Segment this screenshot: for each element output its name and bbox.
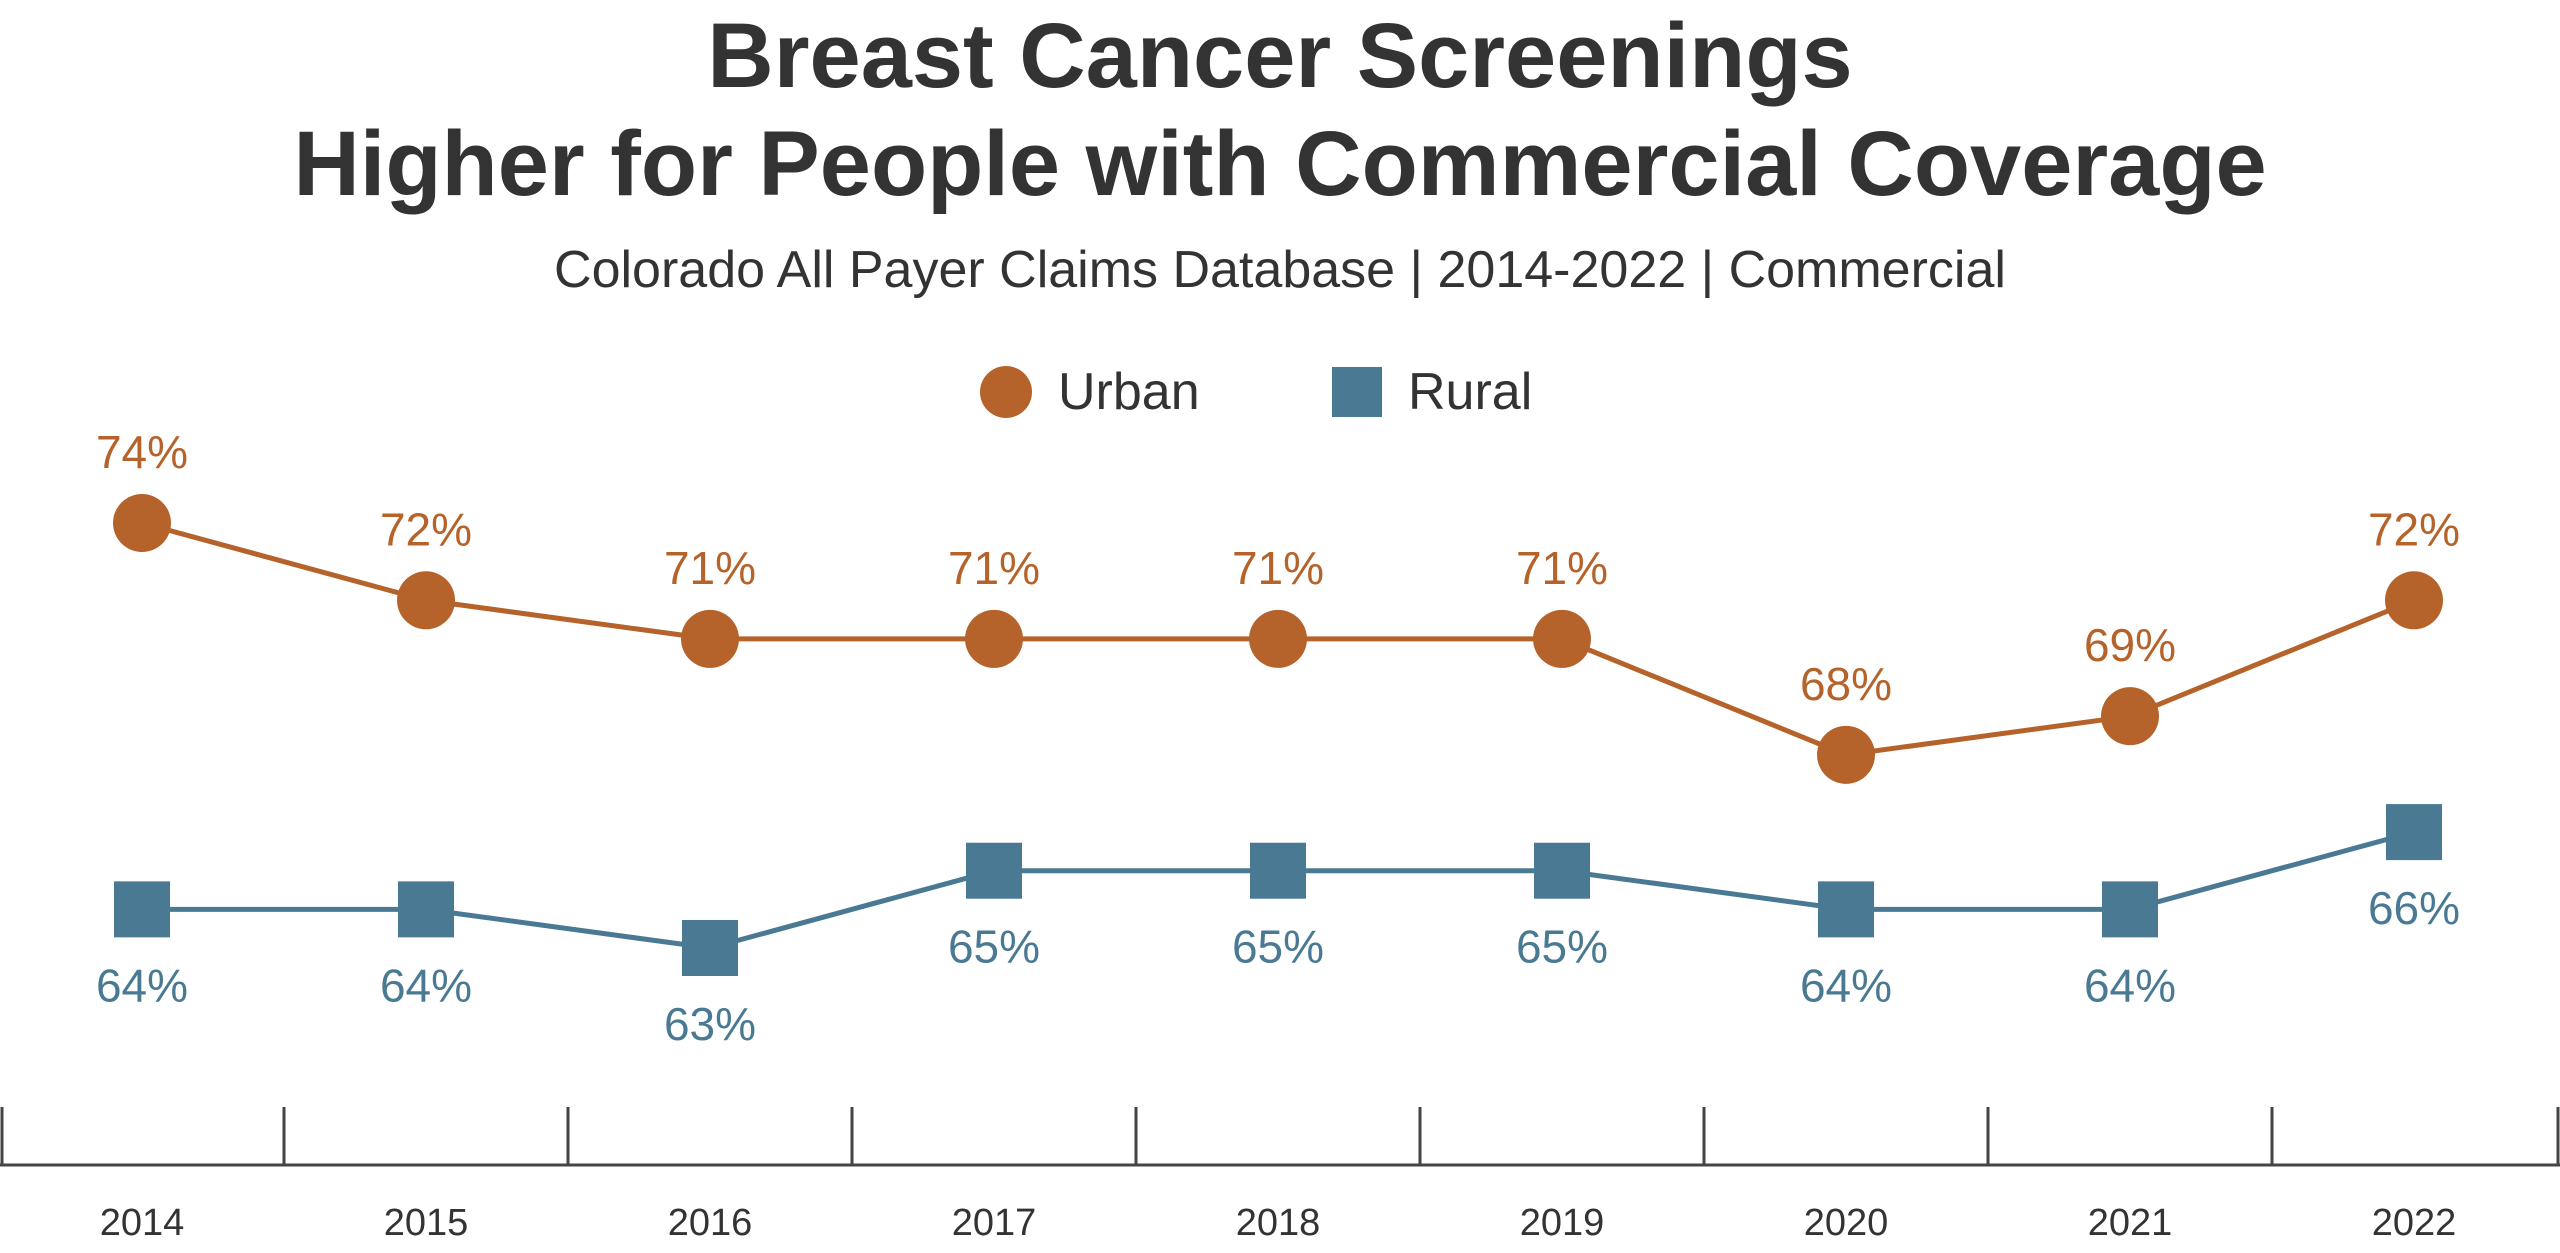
x-tick-label-2021: 2021	[2088, 1202, 2173, 1244]
x-tick-label-2019: 2019	[1520, 1202, 1605, 1244]
x-tick-label-2017: 2017	[952, 1202, 1037, 1244]
data-label-rural-2016: 63%	[664, 998, 756, 1050]
point-rural-2014	[114, 881, 170, 938]
chart-subtitle: Colorado All Payer Claims Database | 201…	[554, 241, 2006, 299]
data-label-urban-2015: 72%	[380, 503, 472, 555]
x-tick-label-2020: 2020	[1804, 1202, 1889, 1244]
point-rural-2016	[682, 920, 738, 976]
legend-label-urban: Urban	[1058, 363, 1200, 421]
point-rural-2018	[1250, 842, 1306, 899]
data-label-rural-2018: 65%	[1232, 921, 1324, 973]
x-tick-label-2016: 2016	[668, 1202, 753, 1244]
data-label-urban-2017: 71%	[948, 542, 1040, 594]
x-tick-label-2022: 2022	[2372, 1202, 2457, 1244]
data-label-rural-2019: 65%	[1516, 921, 1608, 973]
point-urban-2020	[1817, 725, 1875, 784]
data-label-rural-2022: 66%	[2368, 882, 2460, 934]
chart-title-line-2: Higher for People with Commercial Covera…	[293, 113, 2267, 215]
chart-title-line-1: Breast Cancer Screenings	[707, 5, 1853, 107]
point-rural-2020	[1818, 881, 1874, 938]
point-urban-2016	[681, 609, 739, 668]
x-tick-label-2018: 2018	[1236, 1202, 1321, 1244]
legend-item-rural: Rural	[1332, 362, 1532, 422]
point-rural-2015	[398, 881, 454, 938]
point-urban-2022	[2385, 571, 2443, 630]
point-rural-2021	[2102, 881, 2158, 938]
data-label-urban-2020: 68%	[1800, 658, 1892, 710]
data-label-urban-2014: 74%	[96, 426, 188, 478]
data-label-rural-2014: 64%	[96, 959, 188, 1011]
x-tick-label-2015: 2015	[384, 1202, 469, 1244]
data-label-urban-2021: 69%	[2084, 619, 2176, 671]
data-label-rural-2015: 64%	[380, 959, 472, 1011]
data-label-urban-2019: 71%	[1516, 542, 1608, 594]
point-rural-2022	[2386, 804, 2442, 861]
legend-item-urban: Urban	[980, 362, 1200, 422]
data-label-rural-2020: 64%	[1800, 959, 1892, 1011]
point-urban-2015	[397, 571, 455, 630]
data-label-urban-2018: 71%	[1232, 542, 1324, 594]
legend: Urban Rural	[0, 362, 2560, 422]
point-urban-2018	[1249, 609, 1307, 668]
point-rural-2017	[966, 842, 1022, 899]
point-urban-2021	[2101, 687, 2159, 746]
point-urban-2014	[113, 494, 171, 552]
legend-urban-circle-icon	[980, 366, 1032, 418]
point-rural-2019	[1534, 842, 1590, 899]
data-label-urban-2022: 72%	[2368, 503, 2460, 555]
x-tick-label-2014: 2014	[100, 1202, 185, 1244]
legend-rural-square-icon	[1332, 367, 1382, 417]
point-urban-2017	[965, 609, 1023, 668]
data-label-rural-2021: 64%	[2084, 959, 2176, 1011]
data-label-urban-2016: 71%	[664, 542, 756, 594]
data-label-rural-2017: 65%	[948, 921, 1040, 973]
point-urban-2019	[1533, 609, 1591, 668]
legend-label-rural: Rural	[1408, 363, 1533, 421]
